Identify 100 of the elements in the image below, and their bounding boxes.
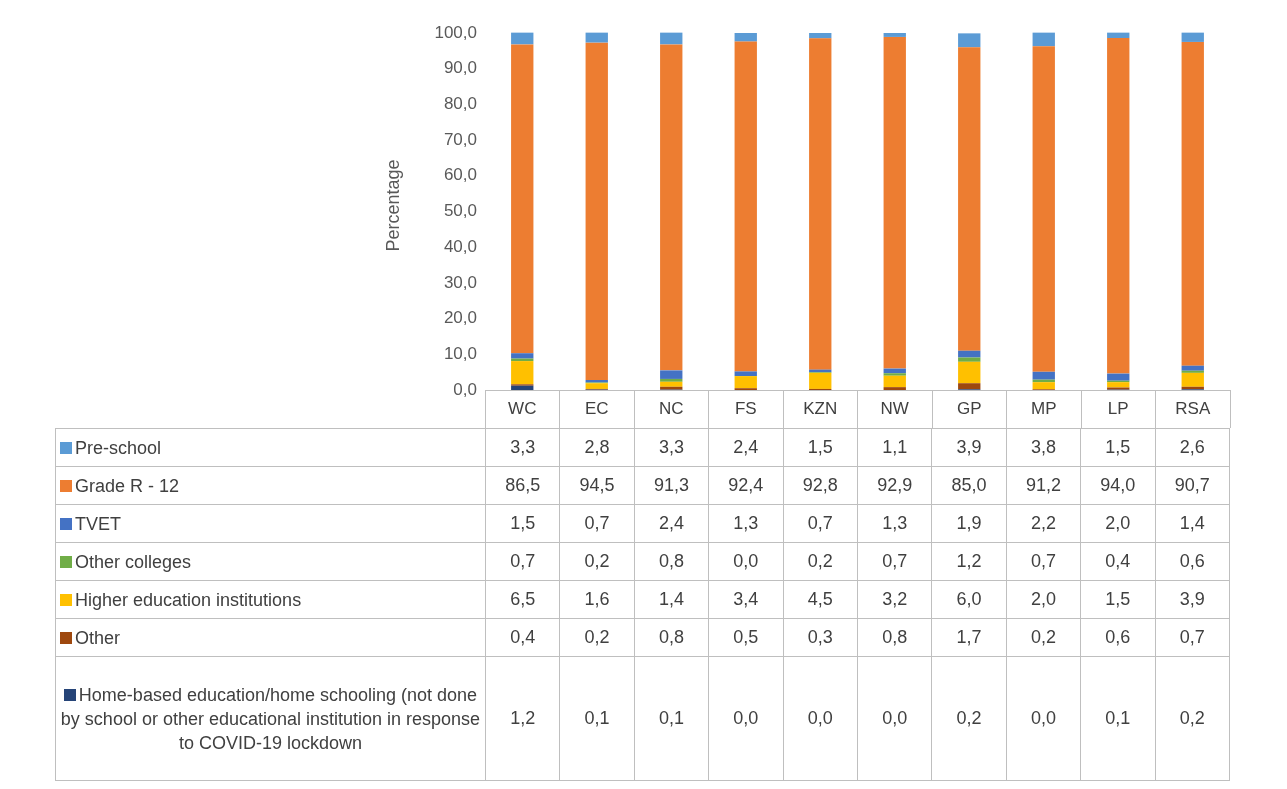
bar	[1032, 371, 1055, 380]
bar	[734, 371, 757, 377]
data-label: 0,4	[485, 618, 560, 657]
data-label: 1,4	[1155, 504, 1230, 543]
bar	[809, 38, 832, 370]
data-label: 0,0	[857, 656, 932, 781]
bar	[1032, 382, 1055, 390]
bar	[660, 44, 683, 371]
data-label: 3,9	[931, 428, 1007, 467]
data-label: 0,6	[1155, 542, 1230, 581]
x-tick-label: GP	[956, 398, 982, 418]
data-label: 92,4	[708, 466, 784, 505]
data-label: 0,2	[1006, 618, 1081, 657]
x-tick-label: WC	[508, 398, 537, 418]
bar	[1107, 38, 1130, 374]
data-label: 1,1	[857, 428, 932, 467]
bar	[1181, 372, 1204, 387]
data-label: 92,8	[783, 466, 858, 505]
data-label: 0,2	[559, 618, 635, 657]
data-label: 1,4	[634, 580, 709, 619]
bar	[809, 33, 832, 39]
data-label: 94,0	[1080, 466, 1156, 505]
bar	[1181, 32, 1204, 42]
y-tick-label: 0,0	[453, 379, 477, 399]
data-label: 4,5	[783, 580, 858, 619]
bar	[958, 361, 981, 384]
data-label: 0,2	[1155, 656, 1230, 781]
x-tick-label: NW	[880, 398, 909, 418]
legend-label: Home-based education/home schooling (not done by school or other educational institution in response to COVID-19 lockdown	[60, 684, 481, 753]
data-label: 91,2	[1006, 466, 1081, 505]
y-tick-label: 50,0	[443, 201, 477, 221]
x-tick-label: FS	[734, 398, 757, 418]
y-tick-label: 10,0	[443, 343, 477, 363]
data-label: 1,5	[783, 428, 858, 467]
y-tick-label: 100,0	[434, 22, 477, 42]
data-label: 0,8	[634, 542, 709, 581]
data-label: 3,8	[1006, 428, 1081, 467]
legend-label: Grade R - 12	[75, 475, 180, 496]
data-label: 1,3	[857, 504, 932, 543]
y-axis-title: Percentage	[382, 158, 404, 254]
data-label: 1,5	[1080, 428, 1156, 467]
x-tick-label: MP	[1031, 398, 1057, 418]
data-label: 3,3	[634, 428, 709, 467]
data-label: 0,2	[783, 542, 858, 581]
data-label: 94,5	[559, 466, 635, 505]
data-label: 0,0	[708, 656, 784, 781]
data-label: 3,3	[485, 428, 560, 467]
data-label: 0,0	[708, 542, 784, 581]
data-label: 0,7	[783, 504, 858, 543]
data-label: 92,9	[857, 466, 932, 505]
bar	[1107, 32, 1130, 38]
bar	[1181, 370, 1204, 373]
bar	[1032, 46, 1055, 372]
x-tick-label: LP	[1107, 398, 1129, 418]
bar	[883, 375, 906, 388]
bar	[1107, 373, 1130, 381]
data-label: 3,9	[1155, 580, 1230, 619]
y-tick-label: 60,0	[443, 165, 477, 185]
legend-label: Other	[75, 627, 121, 648]
data-label: 0,2	[559, 542, 635, 581]
data-label: 1,5	[1080, 580, 1156, 619]
data-label: 0,0	[783, 656, 858, 781]
y-tick-label: 40,0	[443, 236, 477, 256]
data-label: 0,8	[857, 618, 932, 657]
data-label: 0,7	[857, 542, 932, 581]
data-label: 0,8	[634, 618, 709, 657]
bar	[958, 33, 981, 48]
data-label: 0,1	[1080, 656, 1156, 781]
data-label: 0,7	[1155, 618, 1230, 657]
bar	[883, 36, 906, 369]
bar	[734, 41, 757, 372]
bar	[660, 381, 683, 387]
x-tick-label: NC	[658, 398, 684, 418]
bar	[585, 383, 608, 389]
data-label: 1,2	[931, 542, 1007, 581]
bar	[1107, 382, 1130, 388]
y-tick-label: 30,0	[443, 272, 477, 292]
bar	[958, 383, 981, 390]
data-label: 1,7	[931, 618, 1007, 657]
legend-label: TVET	[75, 513, 122, 534]
legend-label: Other colleges	[75, 551, 192, 572]
data-label: 2,6	[1155, 428, 1230, 467]
bar	[809, 372, 832, 389]
data-label: 91,3	[634, 466, 709, 505]
data-label: 1,3	[708, 504, 784, 543]
y-tick-label: 20,0	[443, 308, 477, 328]
bar	[1181, 41, 1204, 366]
bar	[734, 376, 757, 389]
data-label: 0,7	[1006, 542, 1081, 581]
bar	[883, 33, 906, 37]
data-label: 0,5	[708, 618, 784, 657]
data-label: 0,7	[485, 542, 560, 581]
bar	[511, 353, 534, 359]
bar	[1032, 32, 1055, 47]
bar	[958, 350, 981, 358]
data-label: 0,2	[931, 656, 1007, 781]
data-label: 1,5	[485, 504, 560, 543]
y-tick-label: 70,0	[443, 129, 477, 149]
data-label: 0,4	[1080, 542, 1156, 581]
data-label: 3,4	[708, 580, 784, 619]
